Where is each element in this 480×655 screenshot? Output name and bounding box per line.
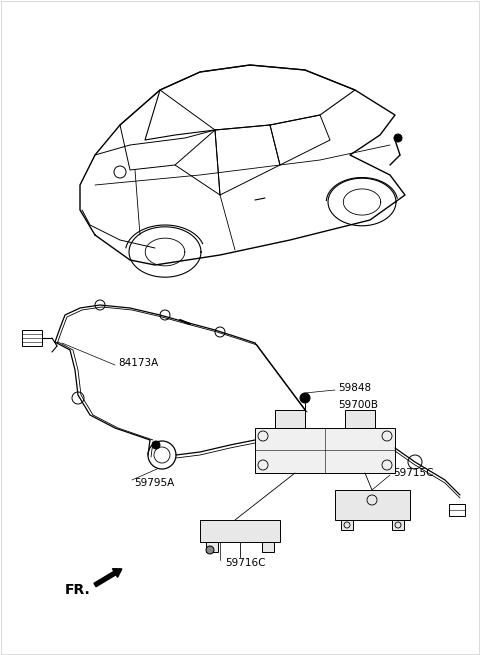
Bar xyxy=(255,428,395,473)
Text: FR.: FR. xyxy=(65,583,91,597)
Text: 59716C: 59716C xyxy=(225,558,265,568)
Bar xyxy=(206,542,218,552)
Bar xyxy=(341,520,353,530)
Text: 59715C: 59715C xyxy=(393,468,433,478)
Circle shape xyxy=(152,441,160,449)
Bar xyxy=(22,330,42,346)
Bar xyxy=(335,490,410,520)
Bar xyxy=(449,504,465,516)
Bar xyxy=(392,520,404,530)
Bar xyxy=(262,542,274,552)
Circle shape xyxy=(394,134,402,142)
Circle shape xyxy=(206,546,214,554)
Circle shape xyxy=(300,393,310,403)
Text: 59795A: 59795A xyxy=(134,478,174,488)
Bar xyxy=(345,410,375,428)
Text: 59848: 59848 xyxy=(338,383,371,393)
Text: 84173A: 84173A xyxy=(118,358,158,368)
FancyArrow shape xyxy=(94,569,122,587)
Bar xyxy=(200,520,280,542)
Text: 59700B: 59700B xyxy=(338,400,378,410)
Bar xyxy=(275,410,305,428)
